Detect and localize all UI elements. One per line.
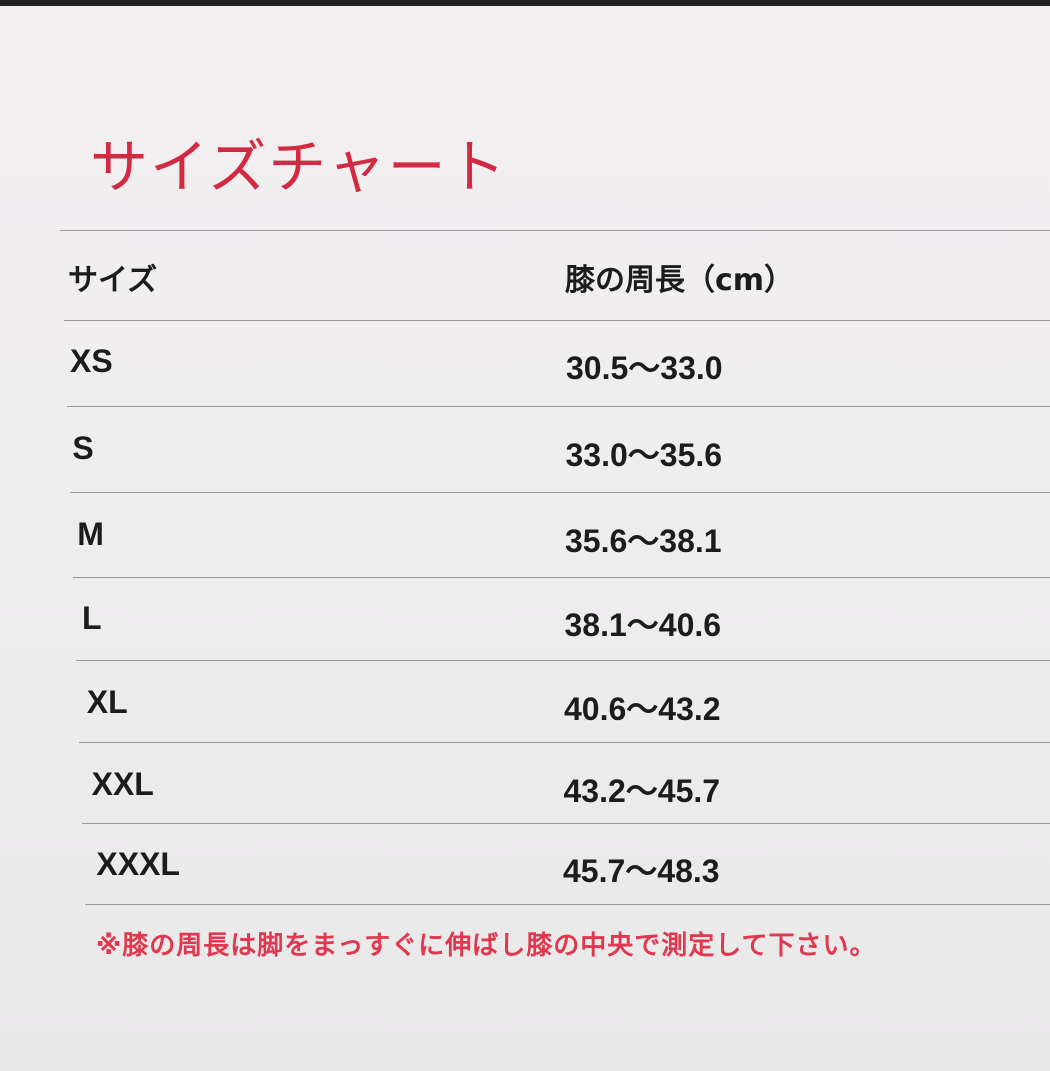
size-label: XXXL — [96, 846, 180, 882]
divider — [64, 320, 1050, 321]
knee-range: 30.5〜33.0 — [566, 350, 723, 386]
size-label: XL — [86, 684, 128, 720]
size-label: S — [72, 430, 94, 466]
size-label: M — [77, 516, 104, 552]
page-title: サイズチャート — [90, 133, 508, 201]
knee-range: 40.6〜43.2 — [564, 691, 721, 727]
divider — [67, 406, 1050, 407]
knee-range: 45.7〜48.3 — [563, 853, 720, 889]
screen-bezel — [0, 0, 1050, 6]
header-knee-circumference: 膝の周長（cm） — [565, 263, 795, 298]
size-label: XS — [70, 343, 113, 379]
knee-range: 35.6〜38.1 — [565, 523, 722, 559]
divider — [82, 823, 1050, 824]
measurement-note: ※膝の周長は脚をまっすぐに伸ばし膝の中央で測定して下さい。 — [96, 931, 877, 961]
divider — [73, 577, 1050, 578]
size-label: L — [82, 600, 102, 636]
divider — [85, 904, 1050, 905]
divider — [76, 660, 1050, 661]
knee-range: 33.0〜35.6 — [565, 437, 723, 473]
header-size: サイズ — [68, 263, 158, 298]
divider — [70, 492, 1050, 493]
size-label: XXL — [91, 766, 154, 802]
knee-range: 38.1〜40.6 — [564, 607, 722, 643]
knee-range: 43.2〜45.7 — [563, 773, 721, 809]
divider — [79, 742, 1050, 743]
divider — [60, 230, 1050, 231]
